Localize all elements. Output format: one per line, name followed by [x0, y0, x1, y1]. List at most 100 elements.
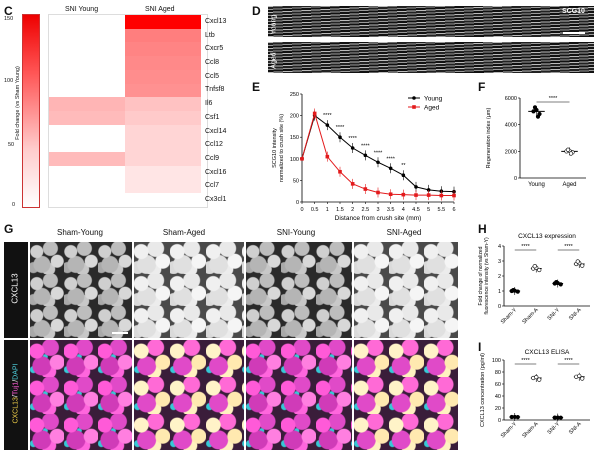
y-tick-label: 60 — [495, 382, 501, 388]
heatmap-cell-cxcr5-young — [49, 42, 125, 57]
heatmap-row-label: Ltb — [205, 31, 215, 39]
colorbar-tick-100: 100 — [4, 78, 14, 84]
micrograph-sham-aged-merge — [134, 340, 244, 450]
significance-mark: **** — [521, 244, 530, 250]
g-row1-label-strip — [4, 242, 28, 338]
heatmap-cell-ccl9-aged — [125, 152, 201, 166]
y-tick-label: 40 — [495, 394, 501, 400]
data-point-young — [363, 153, 368, 158]
heatmap-cell-csf1-young — [49, 111, 125, 125]
data-point-aged — [401, 192, 406, 197]
bar-chart-cxcl13-expression: 0 1 2 3 4 Sham-Y Sham-A SNI-Y SNI-A CXCL13 expres… — [478, 233, 590, 326]
data-point-young — [426, 188, 431, 192]
heatmap-cell-cxcl13-aged — [125, 15, 201, 29]
data-point-young — [325, 123, 330, 127]
data-point — [577, 373, 582, 379]
heatmap-cell-csf1-aged — [125, 111, 201, 125]
y-tick-label: 0 — [498, 418, 501, 424]
data-point — [575, 259, 580, 264]
data-point — [565, 147, 571, 152]
scale-bar — [112, 332, 128, 334]
heatmap-cell-cx3cl1-aged — [125, 193, 201, 207]
y-tick-label: 100 — [290, 157, 299, 163]
micrograph-sham-young-merge — [30, 340, 132, 450]
x-tick-label: 3.5 — [387, 207, 395, 213]
y-tick-label: 50 — [293, 178, 299, 184]
significance-mark: **** — [564, 244, 573, 250]
data-point — [554, 280, 559, 285]
y-tick-label: 20 — [495, 406, 501, 412]
y-axis-label: fluorescence intensity (vs Sham-Y) — [484, 237, 490, 315]
y-axis-label: CXCL13 concentration (pg/ml) — [480, 353, 486, 427]
data-point-young — [414, 185, 418, 189]
x-tick-label: 0.5 — [311, 207, 319, 213]
label-cxcl13: CXCL13 — [12, 397, 20, 424]
colorbar-tick-50: 50 — [8, 142, 15, 148]
data-point — [532, 105, 538, 110]
g-col-header-sham-aged: Sham-Aged — [162, 228, 206, 237]
data-point — [515, 415, 520, 420]
heatmap-col-header-aged: SNI Aged — [145, 6, 175, 13]
legend-label-aged: Aged — [424, 105, 440, 112]
x-axis-label: Distance from crush site (mm) — [335, 215, 422, 222]
x-tick-label: 5.5 — [438, 207, 446, 213]
x-tick-label: 4 — [402, 207, 405, 213]
data-point-aged — [426, 193, 431, 197]
significance-mark: **** — [374, 150, 383, 156]
significance-mark: ** — [401, 163, 406, 169]
y-tick-label: 200 — [290, 114, 299, 120]
x-tick-label: SNI-Y — [547, 421, 562, 436]
g-col-header-sham-young: Sham-Young — [57, 228, 103, 237]
chart-title: CXCL13 expression — [518, 233, 576, 240]
heatmap-cell-cxcl16-aged — [125, 165, 201, 180]
heatmap-row-label: Ccl7 — [205, 182, 220, 190]
x-tick-label: Sham-Y — [500, 307, 519, 326]
heatmap-cell-cxcl14-aged — [125, 124, 201, 139]
x-tick-label: SNI-A — [568, 307, 583, 322]
legend-label-young: Young — [424, 96, 443, 103]
x-tick-label: Sham-A — [521, 307, 540, 326]
g-row2-label: CXCL13/Tuj1/DAPI — [13, 356, 20, 432]
panel-c-label: C — [4, 4, 13, 18]
y-tick-label: 2 — [498, 274, 501, 280]
heatmap-row-label: Ccl9 — [205, 155, 220, 162]
heatmap-cell-il6-young — [49, 97, 125, 111]
heatmap-cell-cxcl13-young — [49, 15, 125, 29]
significance-mark: **** — [348, 136, 357, 142]
g-row1-label: CXCL13 — [10, 273, 20, 304]
data-point-aged — [312, 111, 317, 116]
heatmap-cell-ccl7-aged — [125, 179, 201, 194]
data-point — [534, 375, 539, 380]
data-point-aged — [325, 154, 330, 159]
label-tuj1: Tuj1 — [12, 381, 20, 396]
heatmap-row-label: Ccl12 — [205, 141, 223, 149]
data-point-aged — [452, 193, 456, 198]
y-tick-label: 4000 — [505, 123, 517, 129]
data-point-aged — [363, 187, 368, 191]
scale-bar — [563, 32, 585, 34]
g-row2-label-strip — [4, 340, 28, 450]
heatmap-row-label: Csf1 — [205, 113, 220, 121]
heatmap-cell-ccl5-young — [49, 69, 125, 84]
panel-d-label: D — [252, 4, 261, 18]
heatmap-row-label: Cxcl13 — [205, 17, 227, 25]
significance-mark: **** — [336, 125, 345, 131]
x-tick-label: 2.5 — [362, 207, 370, 213]
x-tick-label: Sham-A — [521, 421, 540, 440]
nerve-image-aged — [268, 42, 594, 73]
x-tick-label: 1.5 — [336, 207, 344, 213]
heatmap-cell-tnfsf8-aged — [125, 83, 201, 98]
y-tick-label: 0 — [498, 304, 501, 310]
heatmap-row-label: Cxcl14 — [205, 127, 227, 135]
g-col-header-sni-aged: SNI-Aged — [386, 228, 422, 237]
heatmap-cell-ltb-young — [49, 28, 125, 43]
data-point — [535, 114, 541, 119]
y-tick-label: 250 — [290, 92, 299, 98]
significance-mark: **** — [361, 143, 370, 149]
legend-marker — [412, 105, 416, 109]
data-point-young — [401, 173, 406, 178]
data-point-aged — [300, 157, 304, 161]
data-point-aged — [376, 190, 380, 195]
data-point-young — [350, 146, 355, 150]
x-tick-label: 2 — [351, 207, 354, 213]
